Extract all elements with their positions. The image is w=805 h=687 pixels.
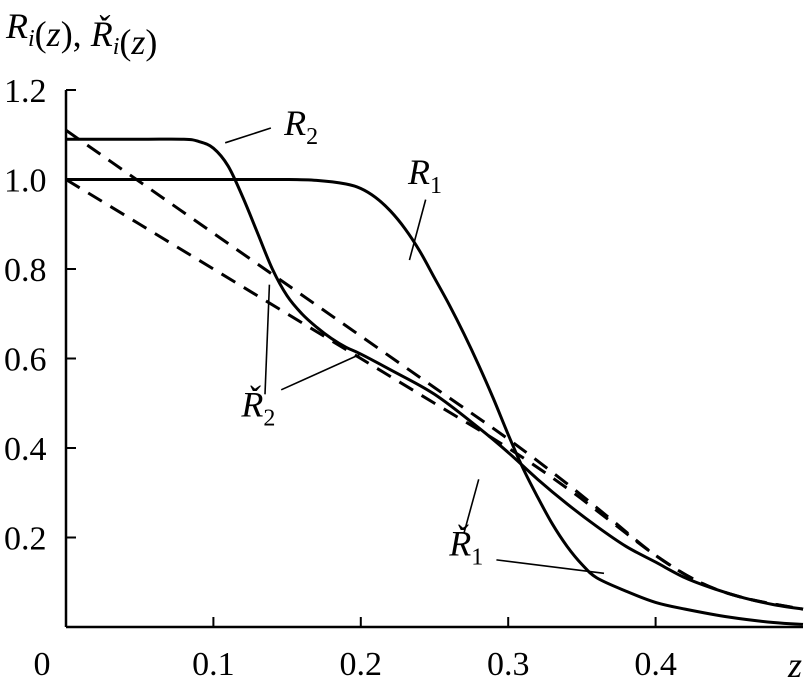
x-tick-label: 0.3 xyxy=(487,646,530,683)
leader-line xyxy=(408,199,427,261)
y-tick-label: 0.4 xyxy=(4,431,47,468)
curve-label-main: R xyxy=(283,103,306,143)
series-line-r1 xyxy=(65,178,804,611)
y-axis-label: Ri(z), Ři(z) xyxy=(5,6,157,62)
x-tick-label: 0.1 xyxy=(192,646,235,683)
series-line-r2 xyxy=(65,129,804,611)
y-axis-label-part: ), xyxy=(61,14,91,54)
curve-label-main: Ř xyxy=(240,385,263,425)
leader-line xyxy=(496,559,605,575)
y-axis-label-part: ) xyxy=(145,22,157,62)
y-tick-label: 1.2 xyxy=(4,73,47,110)
curve-label-sub: 1 xyxy=(430,173,442,199)
x-axis-label: z xyxy=(787,645,802,685)
curve-label: R2 xyxy=(283,103,318,150)
curve-label: R1 xyxy=(407,152,442,199)
leader-line xyxy=(224,127,272,144)
series-line-R1 xyxy=(66,177,804,626)
y-axis-label-part: ( xyxy=(35,14,47,54)
y-axis-label-part: z xyxy=(130,22,145,62)
leader-line xyxy=(280,353,362,391)
series-lines xyxy=(65,129,804,626)
leader-line xyxy=(264,284,271,395)
y-tick-label: 0.8 xyxy=(4,252,47,289)
y-axis-label-part: z xyxy=(46,14,61,54)
series-line-R2 xyxy=(66,137,804,611)
curve-label: Ř1 xyxy=(448,523,483,570)
text-labels: 0.20.40.60.81.01.20 0.1 0.2 0.3 0.4 zRi(z), Ř… xyxy=(4,6,802,685)
y-axis-label-part: R xyxy=(5,6,28,46)
x-tick-label: 0.4 xyxy=(634,646,677,683)
y-axis-label-part: ( xyxy=(119,22,131,62)
curve-label-main: R xyxy=(407,152,430,192)
curve-label: Ř2 xyxy=(240,385,275,432)
x-tick-label: 0.2 xyxy=(340,646,383,683)
y-axis-label-part: Ř xyxy=(90,14,113,54)
curve-label-sub: 2 xyxy=(306,124,318,150)
y-axis-label-part: i xyxy=(28,26,35,52)
curve-label-main: Ř xyxy=(448,523,471,563)
y-tick-label: 0.6 xyxy=(4,342,47,379)
annotation-leaders xyxy=(224,127,605,575)
y-tick-label: 0.2 xyxy=(4,521,47,558)
x-tick-label: 0 xyxy=(34,646,51,683)
leader-line xyxy=(463,479,480,534)
curve-label-sub: 1 xyxy=(471,544,483,570)
axes xyxy=(64,90,803,629)
curve-label-sub: 2 xyxy=(263,406,275,432)
y-tick-label: 1.0 xyxy=(4,163,47,200)
y-axis-label-part: i xyxy=(113,34,120,60)
